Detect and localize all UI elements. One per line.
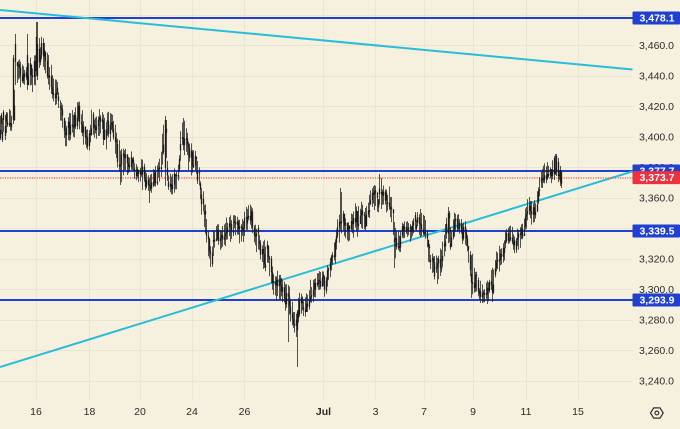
svg-text:7: 7: [421, 406, 427, 418]
svg-text:3,360.0: 3,360.0: [639, 193, 674, 205]
svg-text:3,339.5: 3,339.5: [639, 226, 674, 238]
svg-text:18: 18: [84, 406, 96, 418]
svg-text:3,280.0: 3,280.0: [639, 315, 674, 327]
svg-text:3,460.0: 3,460.0: [639, 40, 674, 52]
svg-text:3,260.0: 3,260.0: [639, 345, 674, 357]
svg-text:3: 3: [373, 406, 379, 418]
svg-text:11: 11: [521, 406, 532, 418]
svg-text:26: 26: [239, 406, 251, 418]
svg-text:3,320.0: 3,320.0: [639, 254, 674, 266]
svg-text:15: 15: [572, 406, 584, 418]
svg-text:9: 9: [470, 406, 476, 418]
svg-text:3,400.0: 3,400.0: [639, 132, 674, 144]
svg-text:3,373.7: 3,373.7: [639, 172, 674, 184]
svg-text:3,420.0: 3,420.0: [639, 101, 674, 113]
svg-text:3,240.0: 3,240.0: [639, 376, 674, 388]
svg-text:3,478.1: 3,478.1: [639, 13, 674, 25]
svg-text:24: 24: [186, 406, 198, 418]
svg-text:16: 16: [30, 406, 42, 418]
svg-text:Jul: Jul: [316, 406, 331, 418]
svg-text:3,440.0: 3,440.0: [639, 71, 674, 83]
svg-text:3,293.9: 3,293.9: [639, 295, 674, 307]
svg-text:20: 20: [134, 406, 146, 418]
